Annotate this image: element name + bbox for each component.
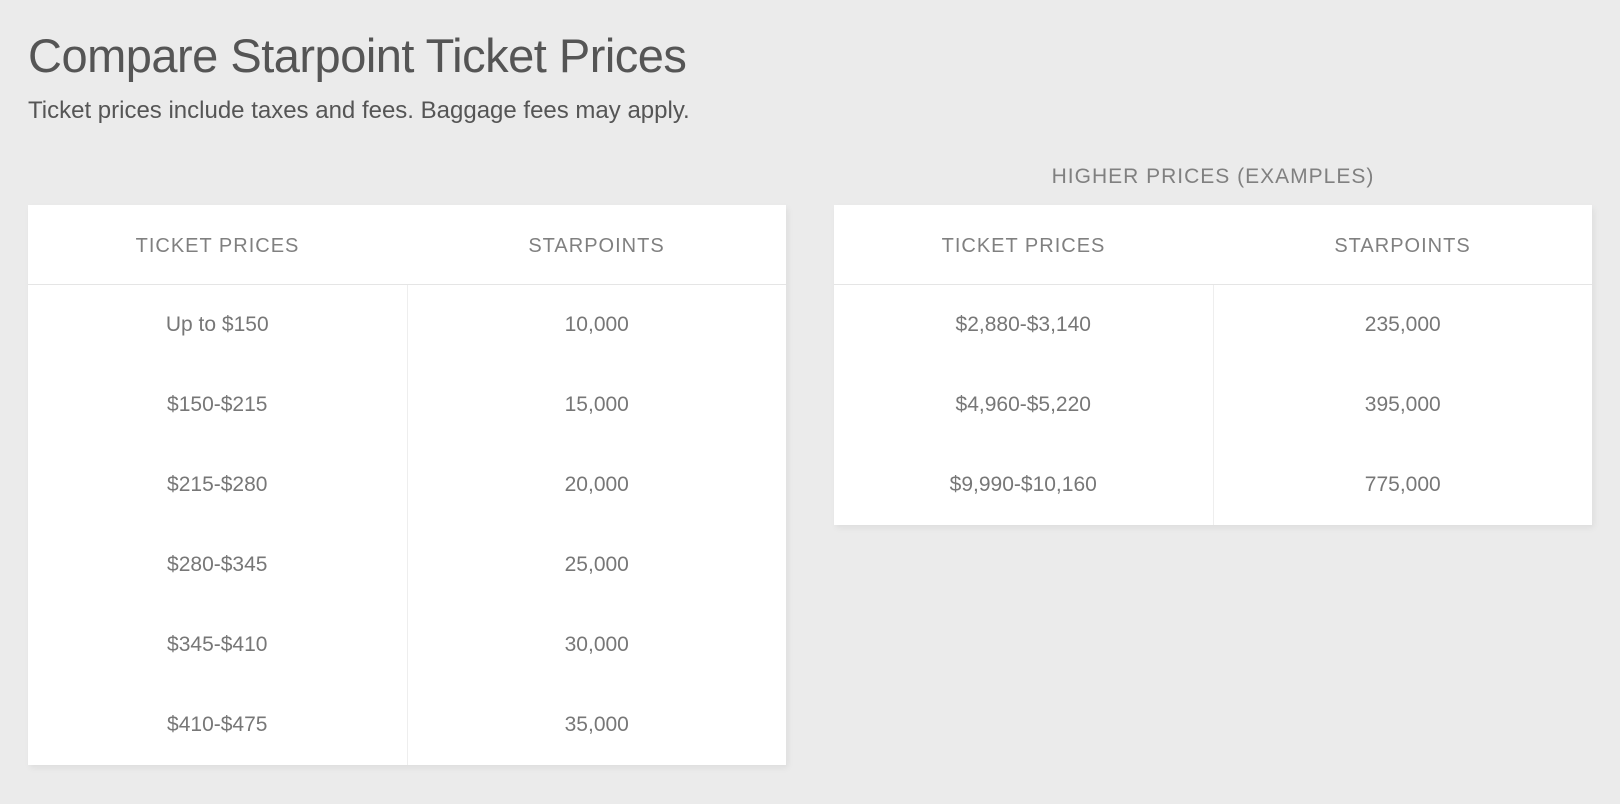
left-table-block: TICKET PRICES STARPOINTS Up to $15010,00… <box>28 165 786 765</box>
table-row: Up to $15010,000 <box>28 285 786 366</box>
cell-ticket-price: $4,960-$5,220 <box>834 365 1213 445</box>
cell-ticket-price: $410-$475 <box>28 685 407 765</box>
cell-starpoints: 30,000 <box>407 605 786 685</box>
cell-starpoints: 15,000 <box>407 365 786 445</box>
col-header-starpoints: STARPOINTS <box>407 205 786 285</box>
right-price-table: TICKET PRICES STARPOINTS $2,880-$3,14023… <box>834 205 1592 525</box>
col-header-ticket-prices: TICKET PRICES <box>28 205 407 285</box>
table-row: $280-$34525,000 <box>28 525 786 605</box>
cell-ticket-price: $280-$345 <box>28 525 407 605</box>
page-subtitle: Ticket prices include taxes and fees. Ba… <box>28 97 1592 125</box>
cell-ticket-price: $215-$280 <box>28 445 407 525</box>
tables-container: TICKET PRICES STARPOINTS Up to $15010,00… <box>28 165 1592 765</box>
table-row: $9,990-$10,160775,000 <box>834 445 1592 525</box>
cell-ticket-price: $150-$215 <box>28 365 407 445</box>
table-row: $2,880-$3,140235,000 <box>834 285 1592 366</box>
right-table-body: $2,880-$3,140235,000$4,960-$5,220395,000… <box>834 285 1592 526</box>
table-row: $150-$21515,000 <box>28 365 786 445</box>
table-row: $215-$28020,000 <box>28 445 786 525</box>
page-title: Compare Starpoint Ticket Prices <box>28 28 1592 83</box>
table-row: $345-$41030,000 <box>28 605 786 685</box>
table-row: $410-$47535,000 <box>28 685 786 765</box>
left-price-table: TICKET PRICES STARPOINTS Up to $15010,00… <box>28 205 786 765</box>
cell-starpoints: 395,000 <box>1213 365 1592 445</box>
cell-starpoints: 10,000 <box>407 285 786 366</box>
left-table-caption <box>28 165 786 203</box>
cell-ticket-price: $2,880-$3,140 <box>834 285 1213 366</box>
cell-ticket-price: $9,990-$10,160 <box>834 445 1213 525</box>
table-row: $4,960-$5,220395,000 <box>834 365 1592 445</box>
cell-starpoints: 235,000 <box>1213 285 1592 366</box>
cell-starpoints: 25,000 <box>407 525 786 605</box>
col-header-starpoints: STARPOINTS <box>1213 205 1592 285</box>
cell-ticket-price: Up to $150 <box>28 285 407 366</box>
right-table-caption: HIGHER PRICES (EXAMPLES) <box>834 165 1592 203</box>
left-table-body: Up to $15010,000$150-$21515,000$215-$280… <box>28 285 786 766</box>
cell-starpoints: 35,000 <box>407 685 786 765</box>
cell-starpoints: 775,000 <box>1213 445 1592 525</box>
col-header-ticket-prices: TICKET PRICES <box>834 205 1213 285</box>
right-table-block: HIGHER PRICES (EXAMPLES) TICKET PRICES S… <box>834 165 1592 525</box>
cell-ticket-price: $345-$410 <box>28 605 407 685</box>
cell-starpoints: 20,000 <box>407 445 786 525</box>
